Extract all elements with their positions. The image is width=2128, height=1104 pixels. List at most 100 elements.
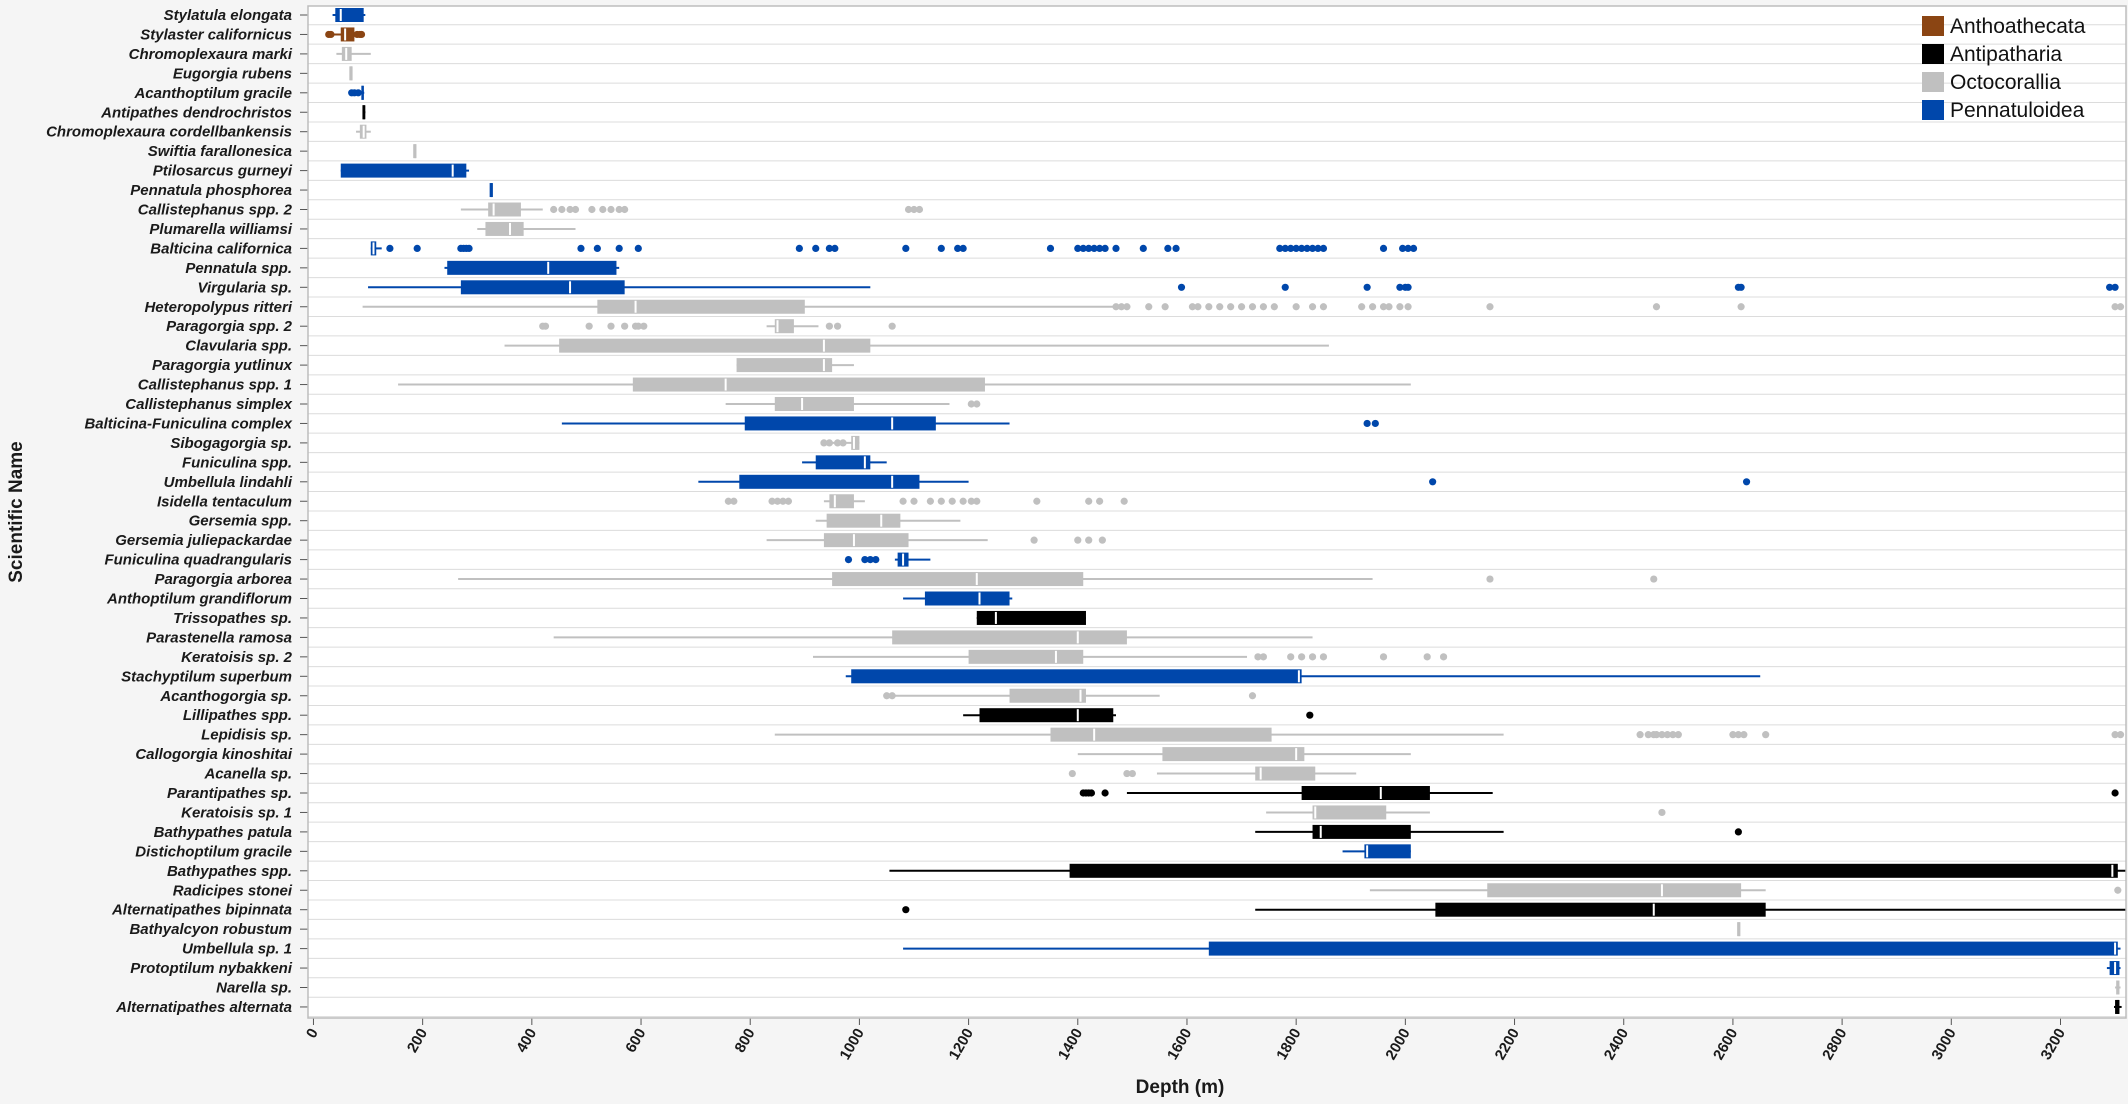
outlier-point bbox=[1314, 244, 1322, 252]
outlier-point bbox=[1101, 244, 1109, 252]
outlier-point bbox=[1308, 653, 1317, 661]
outlier-point bbox=[1303, 244, 1311, 252]
outlier-point bbox=[599, 205, 607, 214]
outlier-point bbox=[773, 497, 782, 505]
iqr-box bbox=[976, 610, 1086, 625]
box-plot-row bbox=[362, 105, 366, 120]
outlier-point bbox=[2116, 731, 2125, 739]
outlier-point bbox=[1227, 303, 1235, 311]
outlier-point bbox=[607, 205, 615, 214]
y-tick-label: Antipathes dendrochristos bbox=[100, 104, 292, 121]
outlier-point bbox=[585, 322, 593, 330]
outlier-point bbox=[1319, 303, 1328, 311]
outlier-point bbox=[888, 692, 896, 700]
outlier-point bbox=[1729, 731, 1737, 739]
y-tick-label: Narella sp. bbox=[216, 980, 292, 997]
outlier-point bbox=[833, 322, 842, 330]
outlier-point bbox=[1742, 478, 1751, 486]
outlier-point bbox=[1085, 244, 1093, 252]
y-tick-label: Plumarella williamsi bbox=[149, 221, 292, 238]
box-plot-row bbox=[845, 669, 1761, 684]
outlier-point bbox=[795, 244, 803, 252]
y-tick-label: Paragorgia spp. 2 bbox=[166, 318, 293, 335]
outlier-point bbox=[1194, 303, 1202, 311]
y-tick-label: Heteropolypus ritteri bbox=[144, 299, 292, 316]
outlier-point bbox=[1650, 575, 1658, 583]
outlier-point bbox=[1205, 303, 1213, 311]
outlier-point bbox=[607, 322, 615, 330]
outlier-point bbox=[1287, 244, 1295, 252]
outlier-point bbox=[831, 244, 839, 252]
iqr-box bbox=[1301, 786, 1430, 800]
outlier-point bbox=[1098, 536, 1106, 544]
outlier-point bbox=[1085, 497, 1093, 505]
iqr-box bbox=[832, 572, 1084, 587]
outlier-point bbox=[967, 400, 975, 408]
iqr-box bbox=[815, 455, 871, 470]
outlier-point bbox=[2116, 303, 2125, 311]
outlier-point bbox=[910, 205, 918, 214]
outlier-point bbox=[1429, 478, 1437, 486]
outlier-point bbox=[1644, 731, 1652, 739]
y-tick-label: Pennatula phosphorea bbox=[130, 182, 292, 199]
y-tick-label: Paragorgia arborea bbox=[154, 571, 292, 588]
outlier-point bbox=[1085, 536, 1093, 544]
box-plot-row bbox=[553, 630, 1313, 645]
outlier-point bbox=[866, 556, 874, 564]
outlier-point bbox=[634, 244, 642, 252]
iqr-box bbox=[774, 397, 854, 411]
y-tick-label: Clavularia spp. bbox=[185, 338, 292, 355]
outlier-point bbox=[541, 322, 550, 330]
legend-entry: Antipatharia bbox=[1922, 43, 2062, 66]
outlier-point bbox=[768, 497, 776, 505]
y-tick-label: Stachyptilum superbum bbox=[121, 668, 292, 685]
y-axis-title: Scientific Name bbox=[6, 441, 27, 583]
outlier-point bbox=[1358, 303, 1366, 311]
box-plot-row bbox=[370, 241, 1418, 256]
y-tick-label: Virgularia sp. bbox=[198, 279, 292, 296]
outlier-point bbox=[1123, 769, 1131, 778]
outlier-point bbox=[820, 439, 828, 447]
outlier-point bbox=[1068, 769, 1076, 778]
y-tick-label: Lepidisis sp. bbox=[201, 727, 292, 744]
box-plot-row bbox=[1068, 766, 1357, 781]
outlier-point bbox=[926, 497, 934, 505]
outlier-point bbox=[1298, 653, 1306, 661]
iqr-box bbox=[1208, 941, 2118, 956]
y-tick-label: Gersemia spp. bbox=[189, 513, 292, 530]
outlier-point bbox=[1287, 653, 1295, 661]
outlier-point bbox=[910, 497, 918, 505]
outlier-point bbox=[588, 205, 596, 214]
outlier-point bbox=[861, 556, 869, 564]
box-plot-row bbox=[724, 494, 1128, 509]
outlier-point bbox=[959, 497, 967, 505]
outlier-point bbox=[1363, 283, 1371, 291]
outlier-point bbox=[904, 205, 913, 214]
plot-background bbox=[308, 6, 2126, 1018]
iqr-box bbox=[892, 630, 1127, 645]
box-plot-row bbox=[349, 66, 353, 81]
outlier-point bbox=[1363, 419, 1371, 428]
box-plot-row bbox=[815, 513, 961, 528]
outlier-point bbox=[1259, 303, 1268, 311]
outlier-point bbox=[1308, 244, 1317, 252]
outlier-point bbox=[577, 244, 585, 252]
iqr-box bbox=[1487, 883, 1742, 898]
outlier-point bbox=[833, 439, 842, 447]
iqr-box bbox=[968, 649, 1084, 664]
legend-entry: Octocorallia bbox=[1922, 71, 2061, 94]
outlier-point bbox=[1409, 244, 1418, 252]
y-tick-label: Radicipes stonei bbox=[173, 882, 293, 899]
y-tick-label: Parantipathes sp. bbox=[167, 785, 292, 802]
outlier-point bbox=[615, 244, 623, 252]
iqr-box bbox=[979, 708, 1114, 723]
box-plot-row bbox=[844, 552, 931, 567]
outlier-point bbox=[1734, 731, 1742, 739]
y-tick-label: Callogorgia kinoshitai bbox=[135, 746, 293, 763]
outlier-point bbox=[1734, 828, 1742, 836]
outlier-point bbox=[1087, 789, 1096, 797]
outlier-point bbox=[1319, 653, 1328, 661]
y-tick-label: Acanthoptilum gracile bbox=[133, 85, 292, 102]
y-tick-label: Callistephanus simplex bbox=[125, 396, 292, 413]
y-tick-label: Bathypathes patula bbox=[154, 824, 292, 841]
